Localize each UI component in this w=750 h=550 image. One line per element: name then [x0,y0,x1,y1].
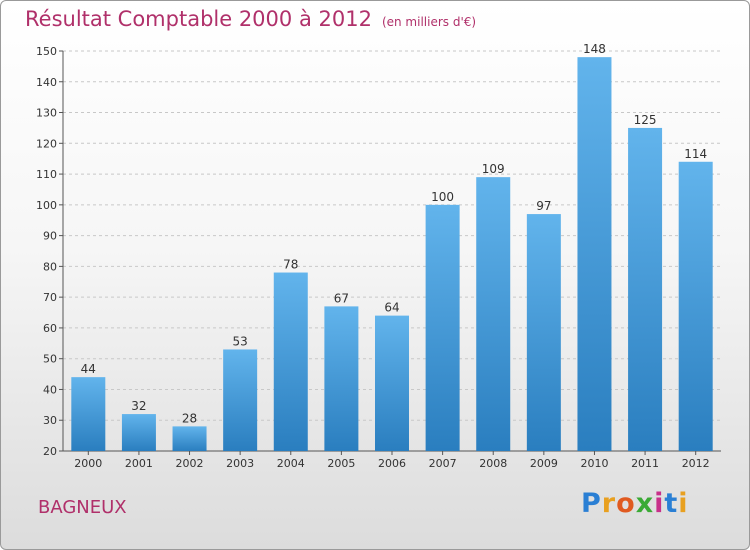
bar-value-label: 67 [334,291,349,305]
bar-value-label: 28 [182,411,197,425]
bar-2008 [476,177,511,451]
x-tick-label: 2005 [327,457,355,470]
x-tick-label: 2008 [479,457,507,470]
y-tick-label: 70 [43,291,57,304]
logo-letter: x [635,488,655,519]
y-tick-label: 40 [43,383,57,396]
y-tick-label: 100 [36,199,57,212]
bar-value-label: 44 [81,362,96,376]
bar-value-label: 32 [131,399,146,413]
bar-2005 [324,306,359,451]
y-tick-label: 120 [36,137,57,150]
x-tick-label: 2010 [580,457,608,470]
bar-2002 [172,426,207,451]
bar-value-label: 64 [384,301,399,315]
x-tick-label: 2001 [125,457,153,470]
bar-2003 [223,349,258,451]
x-tick-label: 2009 [530,457,558,470]
bar-value-label: 125 [634,113,657,127]
y-tick-label: 140 [36,76,57,89]
bar-2009 [526,214,561,451]
chart-title-text: Résultat Comptable 2000 à 2012 [25,7,372,31]
x-tick-label: 2006 [378,457,406,470]
x-tick-label: 2011 [631,457,659,470]
y-tick-label: 60 [43,322,57,335]
logo-letter: r [601,488,617,519]
bar-value-label: 53 [233,334,248,348]
y-tick-label: 90 [43,230,57,243]
bar-value-label: 97 [536,199,551,213]
x-axis-ticks: 2000 2001 2002 2003 2004 2005 2006 2007 2008 2009… [74,457,709,470]
place-name: BAGNEUX [38,497,127,518]
logo-letter: i [678,488,689,519]
y-tick-label: 80 [43,260,57,273]
y-tick-label: 30 [43,414,57,427]
x-tick-label: 2003 [226,457,254,470]
bar-2012 [678,161,713,451]
bars: 44 32 28 53 78 67 64 100 109 97 148 125 114 [71,42,713,452]
bar-2007 [425,204,460,451]
x-tick-label: 2004 [277,457,305,470]
y-tick-label: 130 [36,107,57,120]
y-tick-label: 110 [36,168,57,181]
x-tick-label: 2002 [176,457,204,470]
bar-2011 [628,127,663,451]
bar-2000 [71,377,106,451]
logo-letter: o [616,488,636,519]
bar-value-label: 114 [684,147,707,161]
logo-letter: t [664,488,679,519]
bar-2010 [577,57,612,452]
x-tick-label: 2000 [74,457,102,470]
bar-value-label: 78 [283,258,298,272]
logo-letter: i [654,488,665,519]
chart-title: Résultat Comptable 2000 à 2012 (en millie… [25,7,476,31]
x-tick-label: 2012 [682,457,710,470]
y-tick-label: 50 [43,353,57,366]
proxiti-logo: Proxiti [581,488,689,519]
y-axis-ticks: 20 30 40 50 60 70 80 90 100 110 120 130 140 150 [36,45,57,458]
logo-letter: P [581,488,602,519]
bar-value-label: 148 [583,42,606,56]
bar-2001 [121,414,156,451]
x-tick-label: 2007 [429,457,457,470]
bar-value-label: 100 [431,190,454,204]
y-tick-label: 20 [43,445,57,458]
chart-unit: (en milliers d'€) [381,15,477,29]
bar-2004 [273,272,308,451]
bar-value-label: 109 [482,162,505,176]
y-tick-label: 150 [36,45,57,58]
bar-2006 [375,315,409,451]
